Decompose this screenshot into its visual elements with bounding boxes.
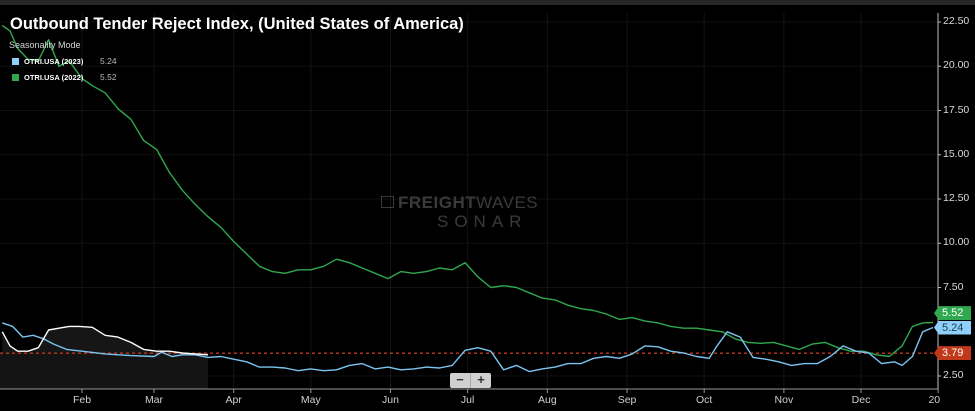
chart-svg [0,13,941,393]
x-tick-label: Dec [851,394,871,406]
legend-swatch-2023 [12,57,19,65]
y-tick-label: 20.00 [943,59,970,72]
navigator-line [1,325,209,356]
x-tick-label: Oct [696,394,713,406]
legend-item-2023[interactable]: OTRI.USA (2023) 5.24 [12,53,117,69]
freightwaves-logo-icon [381,196,394,208]
legend: OTRI.USA (2023) 5.24 OTRI.USA (2022) 5.5… [12,53,117,85]
x-tick-label: Apr [225,394,242,406]
zoom-in-button[interactable]: + [477,372,485,387]
watermark-brand-light: WAVES [476,193,539,212]
x-tick-label: Nov [774,394,794,406]
x-tick-label: Aug [538,394,557,406]
legend-label: OTRI.USA (2023) [24,56,84,66]
legend-value: 5.52 [100,72,117,82]
series-end-label-2023: 5.24 [934,320,971,335]
x-tick-label: Feb [72,394,92,406]
y-tick-label: 10.00 [943,236,970,249]
zoom-controls: − + [450,373,491,388]
y-tick-label: 2.50 [943,369,964,381]
series-line-2023 [2,322,934,373]
chart-container: FREIGHTWAVES SONAR Outbound Tender Rejec… [0,5,975,411]
chart-title: Outbound Tender Reject Index, (United St… [10,15,464,33]
y-tick-label: 22.50 [943,15,970,27]
legend-value: 5.24 [100,56,117,66]
chart-subtitle: Seasonality Mode [9,40,81,50]
x-tick-label: Mar [144,394,164,406]
series-line-2022 [1,24,934,358]
x-tick-label: May [300,394,321,406]
watermark-product: SONAR [437,212,528,231]
y-tick-label: 15.00 [943,147,970,160]
y-tick-label: 17.50 [943,103,970,116]
navigator-window [0,352,208,389]
legend-swatch-2022 [12,73,19,81]
x-tick-label: Sep [617,394,637,406]
x-tick-label: 20 [928,394,941,406]
x-tick-label: Jul [460,394,475,406]
y-tick-label: 7.50 [943,280,964,293]
watermark-brand-bold: FREIGHT [398,193,477,212]
y-tick-label: 12.50 [943,192,970,204]
zoom-out-button[interactable]: − [450,373,471,388]
top-band [0,0,975,5]
series-end-label-2022: 5.52 [934,306,971,321]
legend-item-2022[interactable]: OTRI.USA (2022) 5.52 [12,69,117,85]
legend-label: OTRI.USA (2022) [24,72,84,82]
x-tick-label: Jun [382,394,399,406]
watermark-brand: FREIGHTWAVES [398,193,538,213]
reference-line-label: 3.79 [934,346,971,361]
